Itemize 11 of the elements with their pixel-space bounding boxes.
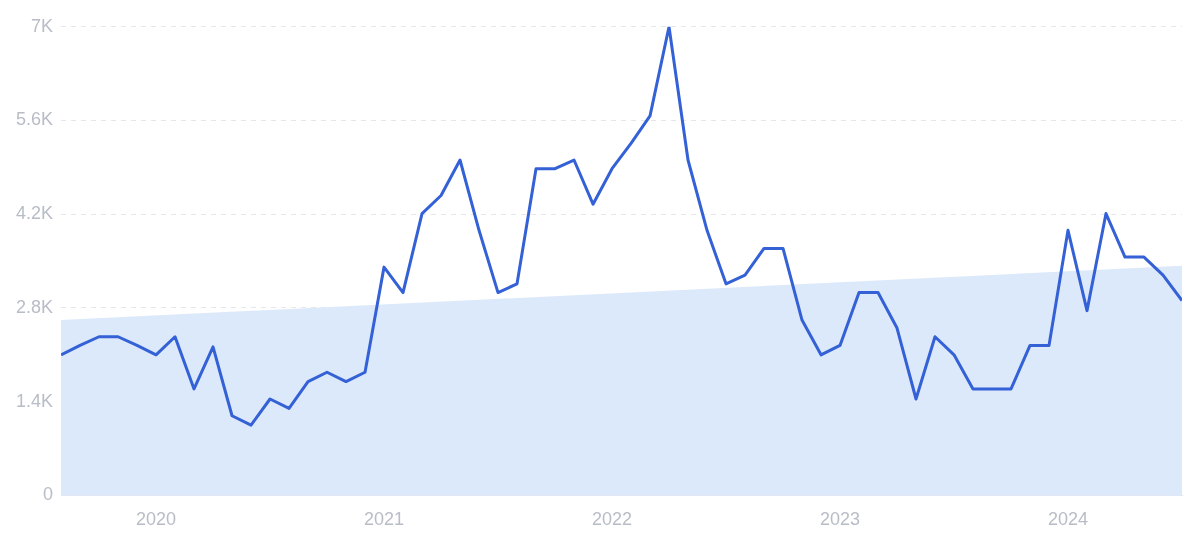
x-tick-label: 2024 [1047, 509, 1089, 530]
x-tick-label: 2021 [364, 509, 405, 530]
y-tick-label: 7K [31, 15, 54, 36]
x-tick-label: 2022 [591, 509, 633, 530]
y-tick-label: 1.4K [16, 390, 54, 411]
x-tick-label: 2020 [136, 509, 177, 530]
y-tick-label: 2.8K [16, 296, 54, 317]
x-tick-label: 2023 [819, 509, 861, 530]
y-tick-label: 0 [43, 484, 54, 505]
y-tick-label: 4.2K [16, 203, 54, 224]
y-tick-label: 5.6K [16, 109, 54, 130]
